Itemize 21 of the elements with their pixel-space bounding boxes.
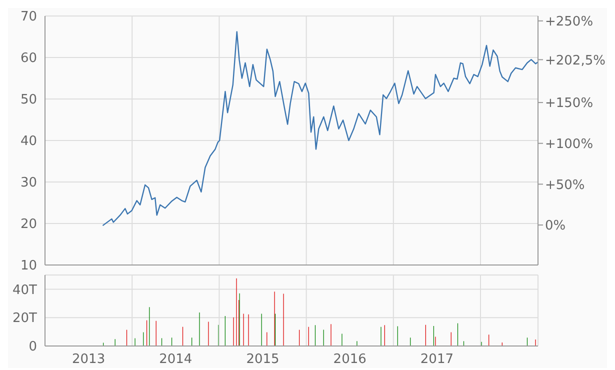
x-tick-label: 2017 [420, 352, 454, 368]
y-tick-label: 50 [20, 92, 37, 108]
y-tick-label: 40 [20, 134, 37, 150]
y2-tick-label: +150% [545, 96, 594, 112]
y-tick-label: 20 [20, 217, 37, 232]
y-tick-label: 0 [28, 340, 37, 355]
y-tick-label: 70 [20, 10, 37, 25]
y-tick-label: 20T [12, 311, 38, 326]
y2-tick-label: +100% [545, 136, 594, 152]
x-tick-label: 2016 [333, 352, 366, 368]
y-tick-label: 60 [20, 51, 37, 66]
y2-tick-label: +50% [545, 178, 585, 193]
x-tick-label: 2013 [72, 352, 106, 368]
x-tick-label: 2014 [159, 352, 192, 368]
y-tick-label: 40T [12, 282, 38, 298]
y2-tick-label: +202,5% [545, 53, 606, 68]
y-tick-label: 10 [20, 258, 37, 274]
y-tick-label: 30 [20, 176, 37, 191]
x-tick-label: 2015 [246, 352, 280, 368]
y2-tick-label: +250% [545, 14, 594, 30]
y2-tick-label: 0% [545, 218, 566, 234]
